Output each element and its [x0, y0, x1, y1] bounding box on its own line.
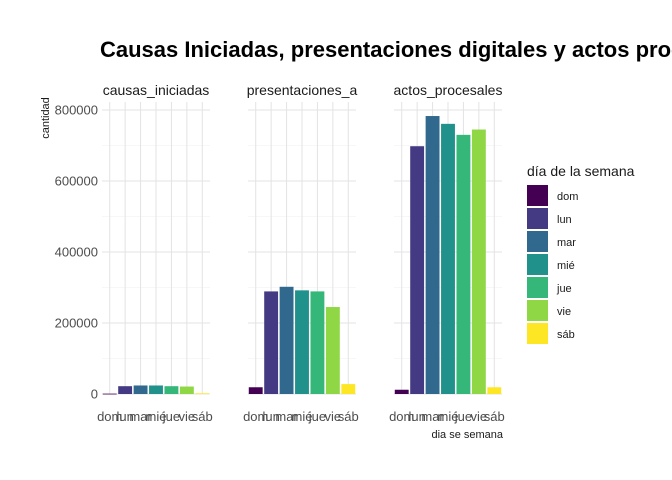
bar-actos_procesales-vie	[471, 129, 486, 394]
x-tick-label: sáb	[484, 409, 505, 424]
panel-strip-label: presentaciones_a	[247, 82, 358, 98]
legend-label: vie	[557, 306, 571, 318]
bar-presentaciones_a-sáb	[341, 384, 356, 394]
legend-label: dom	[557, 191, 578, 203]
legend-label: jue	[556, 283, 572, 295]
bar-presentaciones_a-mié	[295, 290, 309, 394]
bar-presentaciones_a-jue	[310, 291, 325, 394]
x-tick-label: jue	[308, 409, 326, 424]
panel-strip-label: causas_iniciadas	[103, 82, 210, 98]
x-tick-label: mié	[292, 409, 313, 424]
legend-title: día de la semana	[527, 163, 635, 179]
bar-presentaciones_a-dom	[248, 387, 263, 394]
y-tick-label: 400000	[55, 245, 98, 260]
x-tick-label: lun	[116, 409, 133, 424]
bar-presentaciones_a-vie	[325, 307, 340, 394]
x-tick-label: dom	[243, 409, 268, 424]
legend-swatch-mar	[527, 231, 548, 252]
legend-label: lun	[557, 214, 572, 226]
x-tick-label: mié	[438, 409, 459, 424]
y-axis-label: cantidad	[40, 97, 52, 139]
x-tick-label: vie	[179, 409, 196, 424]
x-tick-label: mar	[129, 409, 152, 424]
legend-swatch-mié	[527, 254, 548, 275]
y-tick-label: 800000	[55, 103, 98, 118]
x-tick-label: lun	[262, 409, 279, 424]
legend: día de la semana dom lun mar mié jue vie sáb	[527, 163, 635, 344]
x-tick-label: mié	[146, 409, 167, 424]
bar-actos_procesales-sáb	[487, 387, 502, 394]
bar-actos_procesales-mié	[441, 123, 455, 394]
legend-label: sáb	[557, 329, 575, 341]
bar-actos_procesales-mar	[425, 116, 440, 394]
x-tick-label: mar	[275, 409, 298, 424]
legend-swatch-vie	[527, 300, 548, 321]
x-axis-label: dia se semana	[431, 429, 503, 441]
bar-causas_iniciadas-sáb	[195, 393, 210, 395]
legend-label: mié	[557, 260, 575, 272]
x-tick-label: mar	[421, 409, 444, 424]
bar-causas_iniciadas-mar	[133, 385, 148, 394]
x-tick-label: jue	[162, 409, 180, 424]
y-tick-label: 600000	[55, 174, 98, 189]
bar-causas_iniciadas-lun	[118, 386, 133, 394]
bar-causas_iniciadas-mié	[149, 385, 163, 394]
bar-actos_procesales-jue	[456, 134, 471, 394]
y-tick-label: 0	[91, 387, 98, 402]
x-tick-label: sáb	[192, 409, 213, 424]
x-tick-label: vie	[325, 409, 342, 424]
y-axis: 0 200000 400000 600000 800000	[55, 103, 98, 402]
bar-actos_procesales-dom	[394, 389, 409, 394]
x-tick-label: vie	[471, 409, 488, 424]
x-tick-label: dom	[97, 409, 122, 424]
legend-label: mar	[557, 237, 576, 249]
x-tick-label: dom	[389, 409, 414, 424]
bar-causas_iniciadas-vie	[179, 386, 194, 394]
chart-title: Causas Iniciadas, presentaciones digital…	[100, 37, 672, 62]
bar-presentaciones_a-lun	[264, 291, 279, 394]
x-tick-label: jue	[454, 409, 472, 424]
chart-panels: causas_iniciadasdomlunmarmiéjueviesábpre…	[97, 82, 505, 424]
legend-swatch-jue	[527, 277, 548, 298]
x-tick-label: sáb	[338, 409, 359, 424]
panel-strip-label: actos_procesales	[394, 82, 503, 98]
bar-causas_iniciadas-jue	[164, 386, 179, 394]
y-tick-label: 200000	[55, 316, 98, 331]
legend-swatch-dom	[527, 185, 548, 206]
legend-swatch-lun	[527, 208, 548, 229]
bar-presentaciones_a-mar	[279, 286, 294, 394]
bar-actos_procesales-lun	[410, 146, 425, 394]
legend-swatch-sáb	[527, 323, 548, 344]
x-tick-label: lun	[408, 409, 425, 424]
bar-causas_iniciadas-dom	[102, 393, 117, 395]
